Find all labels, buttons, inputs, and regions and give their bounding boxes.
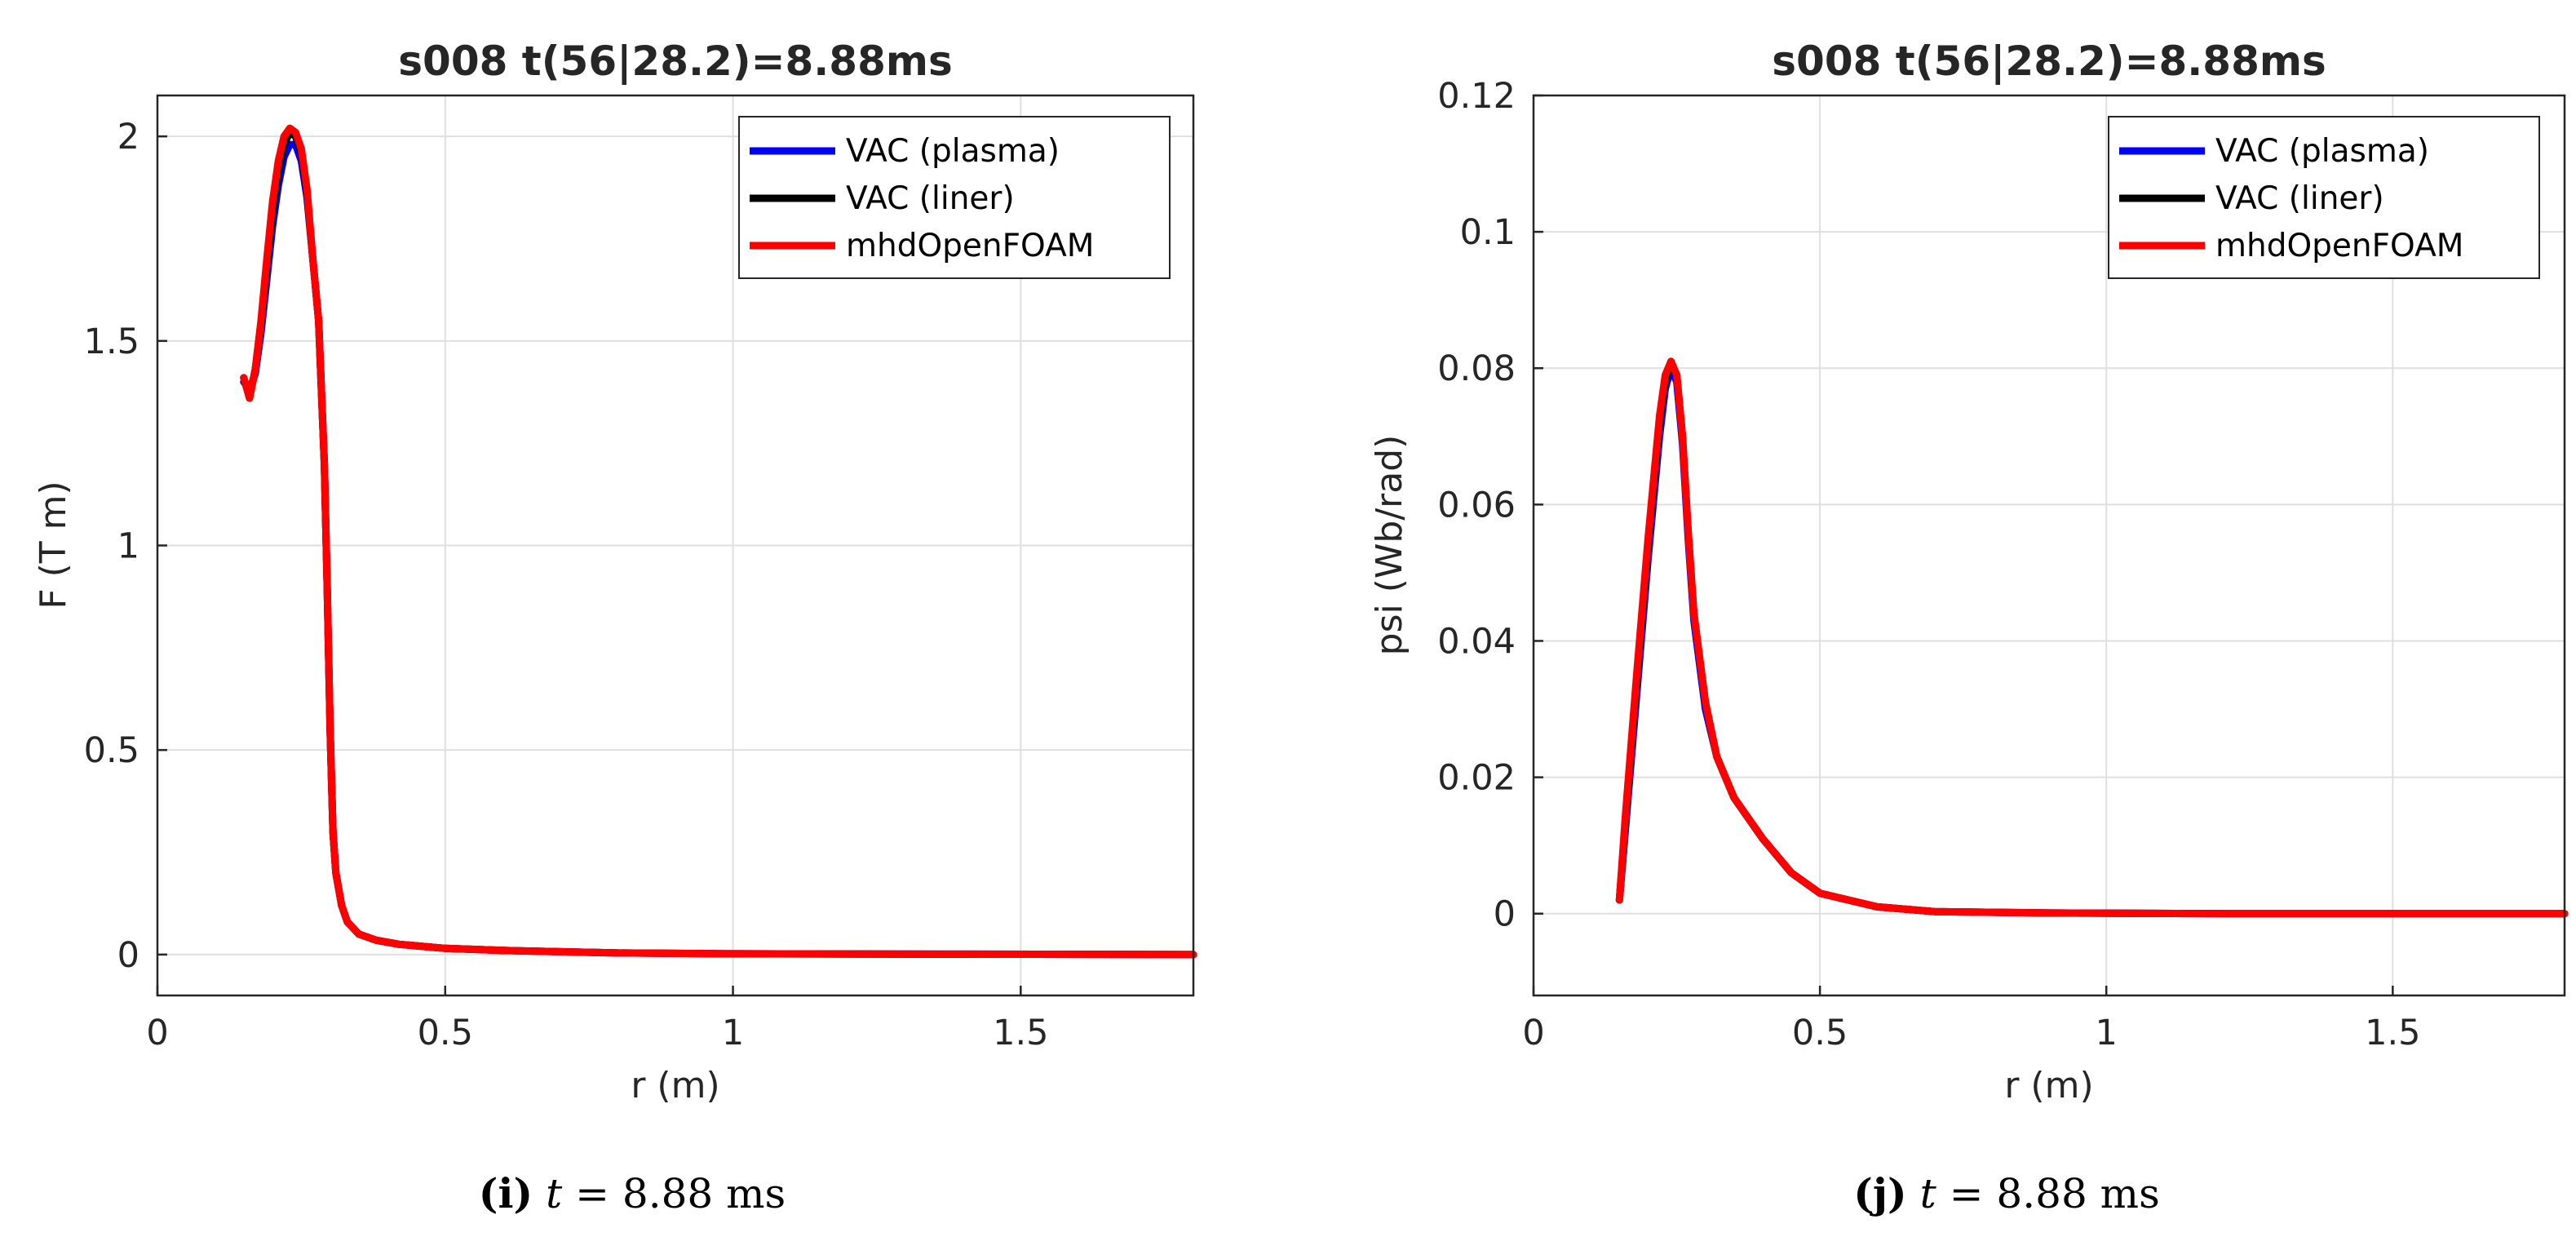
- legend-label-vac-liner-j: VAC (liner): [2215, 180, 2384, 217]
- legend-label-mhdopenfoam-i: mhdOpenFOAM: [846, 228, 1094, 264]
- y-tick-label-j: 0.08: [1437, 348, 1516, 389]
- ticks-i: 0 0.5 1 1.5 0 0.5 1 1.5 2: [84, 117, 1049, 1053]
- series-line-mhdopenfoam-i: [240, 124, 1197, 959]
- series-group-j: [1615, 357, 2569, 918]
- y-tick-label-i: 0.5: [84, 730, 139, 771]
- y-tick-label-j: 0.06: [1437, 485, 1516, 525]
- y-axis-label-j: psi (Wb/rad): [1369, 435, 1410, 656]
- y-tick-label-j: 0: [1494, 894, 1516, 935]
- x-tick-label-i: 0: [146, 1013, 168, 1053]
- legend-label-vac-liner-i: VAC (liner): [846, 180, 1015, 217]
- x-tick-label-i: 0.5: [418, 1013, 473, 1053]
- y-tick-label-i: 1.5: [84, 321, 139, 362]
- y-tick-label-j: 0.04: [1437, 621, 1516, 662]
- caption-i: (i) t = 8.88 ms: [479, 1169, 786, 1217]
- y-tick-label-j: 0.1: [1460, 212, 1516, 253]
- caption-var-j: t: [1920, 1170, 1937, 1217]
- y-tick-label-i: 2: [117, 117, 139, 157]
- caption-label-j: (j): [1853, 1169, 1906, 1217]
- x-tick-label-i: 1.5: [993, 1013, 1048, 1053]
- x-tick-label-j: 0: [1522, 1013, 1544, 1053]
- ticks-j: 0 0.5 1 1.5 0 0.02 0.04 0.06 0.08 0.1 0.12: [1437, 76, 2420, 1053]
- legend-label-mhdopenfoam-j: mhdOpenFOAM: [2215, 228, 2463, 264]
- legend-i: VAC (plasma) VAC (liner) mhdOpenFOAM: [738, 116, 1171, 279]
- y-tick-label-i: 0: [117, 935, 139, 976]
- series-group-i: [240, 124, 1197, 959]
- y-axis-label-i: F (T m): [33, 481, 74, 609]
- caption-var-i: t: [546, 1170, 563, 1217]
- panel-i: 0 0.5 1 1.5 0 0.5 1 1.5 2 s008 t(56|28.2)=8.88ms…: [33, 38, 1197, 1217]
- caption-label-i: (i): [479, 1169, 533, 1217]
- x-tick-label-j: 0.5: [1792, 1013, 1848, 1053]
- caption-j: (j) t = 8.88 ms: [1853, 1169, 2159, 1217]
- y-tick-label-j: 0.02: [1437, 758, 1516, 799]
- panel-j: 0 0.5 1 1.5 0 0.02 0.04 0.06 0.08 0.1 0.12 s008 t(…: [1369, 38, 2569, 1217]
- gridlines-j: [1534, 95, 2565, 995]
- axes-box-j: [1532, 94, 2566, 997]
- chart-title-i: s008 t(56|28.2)=8.88ms: [398, 38, 952, 85]
- x-tick-label-j: 1.5: [2365, 1013, 2420, 1053]
- y-tick-label-i: 1: [117, 526, 139, 567]
- caption-eq-j: = 8.88 ms: [1936, 1170, 2160, 1217]
- caption-eq-i: = 8.88 ms: [562, 1170, 786, 1217]
- x-tick-label-i: 1: [722, 1013, 744, 1053]
- chart-title-j: s008 t(56|28.2)=8.88ms: [1772, 38, 2326, 85]
- legend-label-vac-plasma-j: VAC (plasma): [2215, 133, 2429, 170]
- series-line-mhdopenfoam-j: [1615, 357, 2569, 918]
- legend-label-vac-plasma-i: VAC (plasma): [846, 133, 1060, 170]
- legend-j: VAC (plasma) VAC (liner) mhdOpenFOAM: [2108, 116, 2540, 279]
- x-tick-label-j: 1: [2096, 1013, 2118, 1053]
- x-axis-label-i: r (m): [631, 1065, 719, 1106]
- x-axis-label-j: r (m): [2004, 1065, 2093, 1106]
- y-tick-label-j: 0.12: [1437, 76, 1516, 117]
